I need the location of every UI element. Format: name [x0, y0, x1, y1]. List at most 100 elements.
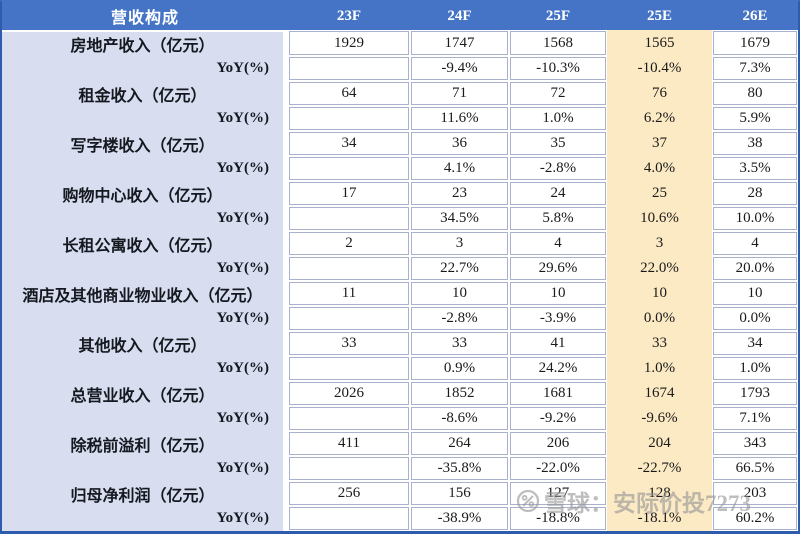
table-cell: 24 — [509, 181, 607, 206]
table-cell-value: 1852 — [411, 382, 508, 405]
table-cell: -22.0% — [509, 456, 607, 481]
table-cell: 33 — [288, 331, 410, 356]
table-cell-value: 10 — [510, 282, 606, 305]
row-label-metric: 总营业收入（亿元） — [2, 381, 288, 406]
table-cell-value: 76 — [652, 85, 667, 101]
table-cell-value — [289, 107, 409, 130]
table-cell-value: 1.0% — [510, 107, 606, 130]
table-cell: 5.8% — [509, 206, 607, 231]
table-cell: 1679 — [712, 30, 798, 56]
table-cell: 38 — [712, 131, 798, 156]
table-cell-value: 411 — [289, 432, 409, 455]
table-cell: 34 — [712, 331, 798, 356]
table-cell-value: 7.3% — [713, 57, 797, 80]
table-cell-value: 0.0% — [643, 310, 676, 326]
column-header-23F: 23F — [288, 2, 410, 30]
table-cell: 1674 — [607, 381, 712, 406]
table-cell: 33 — [607, 331, 712, 356]
column-header-26E: 26E — [712, 2, 798, 30]
table-cell-value: 1681 — [510, 382, 606, 405]
table-cell-value: 33 — [652, 335, 667, 351]
table-cell: 206 — [509, 431, 607, 456]
table-cell: 411 — [288, 431, 410, 456]
table-cell-value: 4.1% — [411, 157, 508, 180]
table-cell-value: 17 — [289, 182, 409, 205]
table-cell: -35.8% — [410, 456, 509, 481]
table-cell-value: -3.9% — [510, 307, 606, 330]
table-cell-value: -9.2% — [510, 407, 606, 430]
table-cell: 2026 — [288, 381, 410, 406]
table-cell: 7.3% — [712, 56, 798, 81]
table-cell-value: 10 — [713, 282, 797, 305]
table-cell-value: 34.5% — [411, 207, 508, 230]
table-cell: 0.0% — [607, 306, 712, 331]
table-cell: 17 — [288, 181, 410, 206]
table-cell: 2 — [288, 231, 410, 256]
table-cell-value: 1929 — [289, 31, 409, 55]
row-label-metric: 购物中心收入（亿元） — [2, 181, 288, 206]
table-cell-value: 29.6% — [510, 257, 606, 280]
table-cell: 3.5% — [712, 156, 798, 181]
table-cell: 10 — [509, 281, 607, 306]
row-label-metric: 长租公寓收入（亿元） — [2, 231, 288, 256]
table-cell: 10.6% — [607, 206, 712, 231]
table-cell-value: 24.2% — [510, 357, 606, 380]
table-cell: 5.9% — [712, 106, 798, 131]
table-cell: -22.7% — [607, 456, 712, 481]
table-cell: 10 — [607, 281, 712, 306]
table-cell-value: -18.8% — [510, 507, 606, 530]
column-header-25E: 25E — [607, 2, 712, 30]
table-cell-value: 1565 — [644, 34, 675, 51]
table-cell: 4 — [712, 231, 798, 256]
column-header-24F: 24F — [410, 2, 509, 30]
table-cell-value: 11.6% — [411, 107, 508, 130]
table-cell: 60.2% — [712, 506, 798, 531]
table-cell-value: -35.8% — [411, 457, 508, 480]
row-label-metric: 其他收入（亿元） — [2, 331, 288, 356]
table-cell: 264 — [410, 431, 509, 456]
table-cell: 34.5% — [410, 206, 509, 231]
table-cell: 80 — [712, 81, 798, 106]
table-cell-value: 33 — [289, 332, 409, 355]
table-cell-value: 5.8% — [510, 207, 606, 230]
table-cell-value: -10.3% — [510, 57, 606, 80]
table-cell-value: 60.2% — [713, 507, 797, 530]
table-cell-value: 4 — [713, 232, 797, 255]
table-cell-value: 36 — [411, 132, 508, 155]
table-cell-value: 22.0% — [640, 260, 679, 276]
table-cell: 343 — [712, 431, 798, 456]
row-label-metric: 租金收入（亿元） — [2, 81, 288, 106]
table-cell-value: 64 — [289, 82, 409, 105]
table-cell — [288, 306, 410, 331]
table-cell-value: 28 — [713, 182, 797, 205]
table-cell-value: 264 — [411, 432, 508, 455]
table-cell: 256 — [288, 481, 410, 506]
table-cell: 11 — [288, 281, 410, 306]
table-cell: 204 — [607, 431, 712, 456]
table-cell: 127 — [509, 481, 607, 506]
column-header-25F: 25F — [509, 2, 607, 30]
table-cell-value: 22.7% — [411, 257, 508, 280]
table-cell — [288, 456, 410, 481]
table-cell-value: 128 — [648, 485, 671, 501]
table-cell-value: 3 — [655, 235, 664, 251]
table-cell-value: 156 — [411, 482, 508, 505]
table-cell: 1852 — [410, 381, 509, 406]
table-cell: 203 — [712, 481, 798, 506]
table-cell-value: -9.6% — [641, 410, 678, 426]
table-cell: 1.0% — [607, 356, 712, 381]
table-cell: 3 — [410, 231, 509, 256]
table-cell: -18.8% — [509, 506, 607, 531]
table-cell-value: 41 — [510, 332, 606, 355]
table-cell-value: 0.9% — [411, 357, 508, 380]
table-cell: 71 — [410, 81, 509, 106]
table-cell: -9.4% — [410, 56, 509, 81]
table-cell-value: 34 — [713, 332, 797, 355]
table-cell-value: 5.9% — [713, 107, 797, 130]
row-label-yoy: YoY(%) — [2, 356, 288, 381]
table-cell: 76 — [607, 81, 712, 106]
table-cell: -9.2% — [509, 406, 607, 431]
table-cell — [288, 356, 410, 381]
table-cell — [288, 206, 410, 231]
table-cell: -3.9% — [509, 306, 607, 331]
